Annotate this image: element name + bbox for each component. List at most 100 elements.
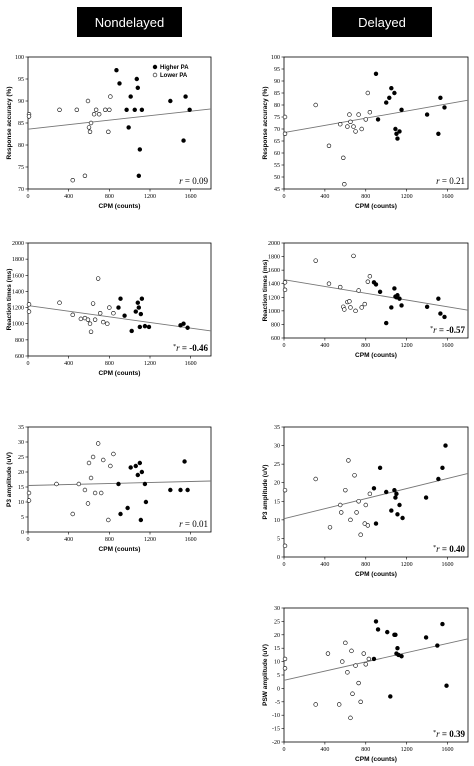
lower-pa-point	[74, 107, 80, 113]
lower-pa-point	[313, 102, 318, 108]
lower-pa-point	[107, 305, 112, 310]
x-tick-label: 400	[64, 194, 73, 200]
higher-pa-point	[373, 619, 379, 624]
lower-pa-point	[313, 258, 318, 263]
plot-frame	[283, 607, 469, 743]
correlation-label: r = 0.01	[179, 519, 208, 529]
x-tick-label: 1600	[442, 562, 454, 568]
y-tick-label: 35	[18, 425, 24, 431]
significance-marker: *	[430, 326, 433, 332]
lower-pa-point	[95, 276, 101, 281]
lower-pa-point	[353, 308, 358, 314]
lower-pa-point	[282, 131, 288, 137]
x-tick-label: 1600	[185, 537, 197, 543]
y-tick-label: 1200	[12, 306, 24, 312]
higher-pa-point	[424, 112, 430, 117]
y-tick-label: 60	[274, 151, 280, 157]
lower-pa-point	[87, 321, 93, 326]
higher-pa-point	[384, 320, 389, 326]
y-tick-label: 10	[18, 500, 24, 506]
higher-pa-point	[136, 173, 142, 179]
correlation-label: r = 0.09	[179, 176, 208, 186]
lower-pa-point	[95, 441, 101, 446]
chart-p3-nd: 0 5 10 15 20 25 30 35 0 400 800 1200 1600 CPM (counts…	[6, 425, 212, 553]
higher-pa-point	[438, 95, 443, 101]
x-axis-title: CPM (counts)	[99, 203, 141, 210]
higher-pa-point	[385, 629, 390, 635]
x-tick-label: 800	[105, 537, 114, 543]
higher-pa-point	[375, 117, 381, 122]
lower-pa-point	[82, 173, 88, 179]
higher-pa-point	[438, 311, 443, 316]
y-axis-title: Response accuracy (%)	[262, 87, 269, 160]
y-tick-label: 1800	[12, 257, 24, 263]
higher-pa-point	[373, 521, 379, 526]
lower-pa-point	[105, 321, 110, 326]
higher-pa-point	[423, 635, 429, 640]
higher-pa-point	[395, 645, 400, 651]
higher-pa-point	[116, 481, 121, 487]
higher-pa-point	[377, 289, 383, 295]
y-tick-label: 1000	[268, 309, 280, 315]
y-tick-label: 50	[274, 175, 280, 181]
higher-pa-point	[371, 656, 377, 662]
y-tick-label: 20	[274, 633, 280, 639]
y-tick-label: 5	[21, 515, 24, 521]
x-tick-label: 0	[283, 343, 286, 349]
higher-pa-point	[397, 502, 402, 508]
y-tick-label: 85	[18, 121, 24, 127]
higher-pa-point	[118, 296, 123, 301]
y-axis-title: P3 amplitude (uV)	[262, 465, 269, 520]
lower-pa-point	[338, 121, 343, 127]
lower-pa-point	[98, 490, 104, 496]
x-tick-label: 1200	[401, 343, 413, 349]
x-tick-label: 0	[283, 562, 286, 568]
higher-pa-point	[129, 328, 134, 334]
y-tick-label: 0	[277, 555, 280, 561]
y-tick-label: 5	[277, 536, 280, 542]
higher-pa-point	[371, 486, 377, 491]
lower-pa-point	[338, 284, 343, 290]
lower-pa-point	[363, 662, 368, 667]
lower-pa-point	[106, 129, 111, 135]
lower-pa-point	[340, 659, 345, 664]
higher-pa-point	[389, 508, 394, 513]
y-tick-label: 10	[274, 518, 280, 524]
higher-pa-point	[395, 136, 400, 141]
correlation-label: *r = 0.40	[433, 544, 465, 554]
higher-pa-point	[373, 282, 379, 287]
lower-pa-point	[353, 129, 358, 134]
higher-pa-point	[395, 512, 400, 517]
higher-pa-point	[394, 491, 399, 497]
higher-pa-point	[436, 296, 441, 301]
y-axis-title: P3 amplitude (uV)	[6, 452, 13, 507]
higher-pa-point	[117, 81, 122, 86]
x-tick-label: 800	[361, 562, 370, 568]
lower-pa-point	[327, 525, 333, 530]
lower-pa-point	[363, 117, 368, 122]
lower-pa-point	[351, 124, 356, 129]
lower-pa-point	[92, 317, 98, 322]
lower-pa-point	[343, 487, 348, 493]
y-tick-label: 90	[274, 79, 280, 85]
y-tick-label: 20	[18, 470, 24, 476]
higher-pa-point	[392, 90, 397, 96]
lower-pa-point	[86, 460, 92, 466]
lower-pa-point	[348, 715, 353, 721]
higher-pa-point	[435, 643, 440, 648]
y-tick-label: 1800	[268, 255, 280, 261]
lower-pa-point	[70, 511, 75, 517]
correlation-label: *r = 0.39	[433, 729, 465, 739]
lower-pa-point	[325, 651, 331, 656]
higher-pa-point	[394, 131, 399, 137]
y-tick-label: 600	[271, 336, 280, 342]
x-tick-label: 1200	[401, 194, 413, 200]
x-tick-label: 800	[361, 747, 370, 753]
x-tick-label: 400	[320, 562, 329, 568]
lower-pa-point	[351, 253, 356, 259]
lower-pa-point	[26, 498, 32, 503]
y-tick-label: 70	[18, 187, 24, 193]
y-tick-label: 80	[18, 143, 24, 149]
r-value: = 0.39	[440, 729, 466, 739]
plot-frame	[283, 56, 469, 190]
